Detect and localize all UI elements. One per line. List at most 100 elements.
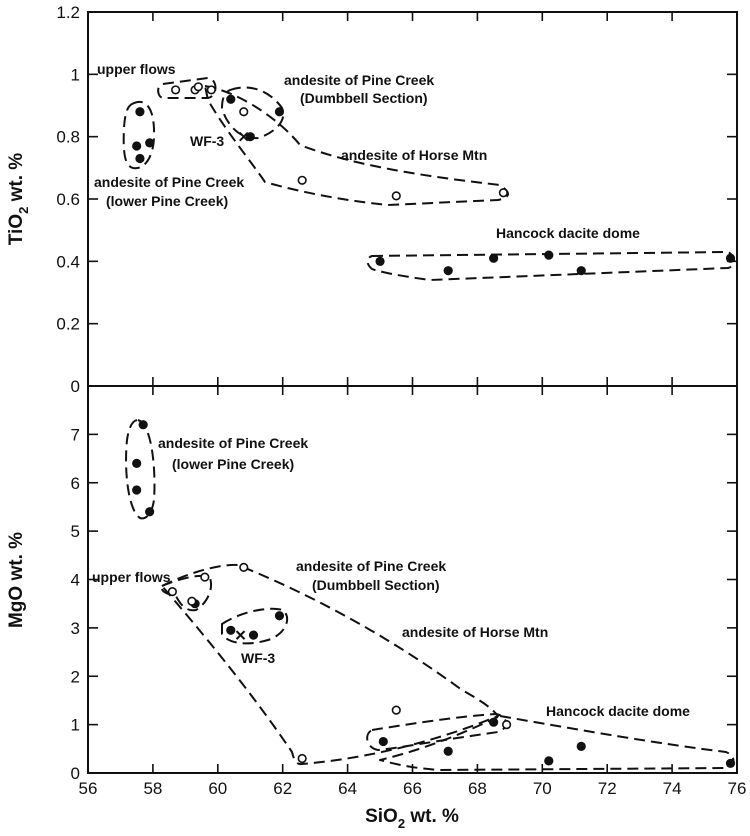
bottom-y-tick-label: 1 — [71, 716, 80, 735]
outline-wf3-bottom — [221, 607, 288, 645]
annot-bottom-horse-mtn: andesite of Horse Mtn — [402, 624, 548, 640]
annot-top-pine-creek-dumbbell: andesite of Pine Creek — [284, 72, 434, 88]
x-tick-label: 68 — [468, 779, 487, 798]
top-point-open — [206, 85, 216, 95]
top-point-open — [171, 85, 181, 95]
annot-top-wf3: WF-3 — [190, 133, 224, 149]
bottom-point-filled — [132, 485, 142, 495]
top-point-filled — [135, 153, 145, 164]
bottom-y-ticks: 0 1 2 3 4 5 6 7 — [71, 425, 737, 783]
top-point-filled — [274, 107, 285, 117]
top-y-tick-label: 1.2 — [56, 3, 80, 22]
outline-lower-pine-creek-bottom — [125, 419, 156, 520]
bottom-point-filled — [725, 758, 736, 768]
top-point-filled — [132, 141, 142, 151]
outline-horse-mtn-bottom — [161, 563, 499, 766]
bottom-point-open — [167, 586, 177, 597]
outline-dumbbell-top — [221, 86, 285, 140]
x-tick-label: 74 — [663, 779, 682, 798]
bottom-point-open — [297, 753, 307, 764]
annot-top-pine-creek-lower: andesite of Pine Creek — [94, 174, 244, 190]
bottom-point-open — [187, 596, 197, 606]
bottom-point-filled — [443, 746, 453, 756]
bottom-field-outlines — [125, 419, 735, 771]
x-tick-label: 58 — [143, 779, 162, 798]
annot-top-hancock: Hancock dacite dome — [496, 225, 640, 241]
bottom-point-open — [502, 720, 512, 730]
top-point-open — [498, 188, 508, 198]
bottom-data-points — [132, 420, 736, 768]
bottom-point-filled — [248, 630, 259, 640]
top-y-tick-label: 0.2 — [56, 315, 80, 334]
top-point-filled — [226, 94, 236, 104]
bottom-point-filled — [132, 458, 142, 468]
bottom-point-open — [200, 572, 210, 582]
annot-bottom-upper-flows: upper flows — [92, 569, 171, 585]
annot-bottom-pine-creek-lower: andesite of Pine Creek — [158, 435, 308, 451]
x-tick-label: 64 — [338, 779, 357, 798]
bottom-y-tick-label: 0 — [71, 764, 80, 783]
bottom-point-filled — [274, 611, 285, 621]
top-point-filled — [576, 266, 586, 276]
bottom-point-filled — [378, 736, 388, 747]
annot-top-upper-flows: upper flows — [97, 61, 176, 77]
top-point-open — [391, 191, 401, 201]
x-tick-label: 56 — [79, 779, 98, 798]
annot-bottom-pine-creek-dumbbell: andesite of Pine Creek — [296, 558, 446, 574]
top-y-tick-label: 1 — [71, 65, 80, 84]
bottom-y-tick-label: 6 — [71, 474, 80, 493]
x-tick-label: 76 — [728, 779, 747, 798]
annot-top-horse-mtn: andesite of Horse Mtn — [341, 147, 487, 163]
x-tick-label: 66 — [403, 779, 422, 798]
annot-bottom-wf3: WF-3 — [241, 650, 275, 666]
top-point-filled — [544, 250, 554, 260]
bottom-y-axis-title: MgO wt. % — [6, 532, 27, 628]
bottom-y-tick-label: 4 — [71, 571, 80, 590]
top-point-filled — [489, 253, 499, 263]
bottom-point-filled — [226, 625, 236, 635]
annot-top-dumbbell-section: (Dumbbell Section) — [300, 90, 428, 106]
top-point-filled — [443, 266, 453, 276]
bottom-point-filled — [544, 756, 554, 766]
top-data-points — [132, 82, 736, 276]
bottom-y-tick-label: 3 — [71, 619, 80, 638]
top-y-tick-label: 0.6 — [56, 190, 80, 209]
bottom-y-tick-label: 2 — [71, 667, 80, 686]
x-tick-label: 70 — [533, 779, 552, 798]
bottom-point-filled — [489, 717, 499, 727]
top-y-axis-title: TiO2 wt. % — [6, 153, 31, 246]
top-point-filled — [245, 132, 255, 142]
bottom-y-tick-label: 5 — [71, 522, 80, 541]
bottom-point-open — [239, 562, 249, 573]
top-point-open — [297, 175, 307, 185]
outline-lower-pine-creek-top — [122, 101, 156, 170]
top-point-open — [193, 82, 203, 92]
annot-bottom-lower-pine-creek: (lower Pine Creek) — [172, 456, 294, 472]
bottom-point-filled — [576, 741, 586, 751]
x-tick-label: 72 — [598, 779, 617, 798]
x-tick-label: 60 — [208, 779, 227, 798]
annot-bottom-dumbbell-section: (Dumbbell Section) — [312, 577, 440, 593]
bottom-point-filled — [138, 420, 148, 430]
x-tick-label: 62 — [273, 779, 292, 798]
top-y-ticks: 0 0.2 0.4 0.6 0.8 1 1.2 — [56, 3, 738, 396]
bottom-point-filled — [145, 507, 155, 517]
annot-top-lower-pine-creek: (lower Pine Creek) — [106, 193, 228, 209]
top-point-filled — [135, 107, 145, 117]
bottom-y-tick-label: 7 — [71, 425, 80, 444]
bottom-point-open — [391, 705, 401, 715]
bottom-point-cross — [235, 630, 246, 640]
top-y-tick-label: 0.4 — [56, 252, 80, 271]
outline-hancock-bottom — [379, 715, 735, 771]
top-point-filled — [375, 256, 385, 266]
x-axis-title: SiO2 wt. % — [365, 806, 459, 831]
top-point-filled — [725, 253, 736, 263]
top-y-tick-label: 0.8 — [56, 128, 80, 147]
bottom-x-ticks: 56 58 60 62 64 66 68 70 72 74 76 — [79, 386, 747, 798]
top-point-open — [239, 107, 249, 117]
outline-dumbbell-bottom — [366, 713, 507, 751]
annot-bottom-hancock: Hancock dacite dome — [546, 703, 690, 719]
top-point-filled — [145, 138, 155, 148]
